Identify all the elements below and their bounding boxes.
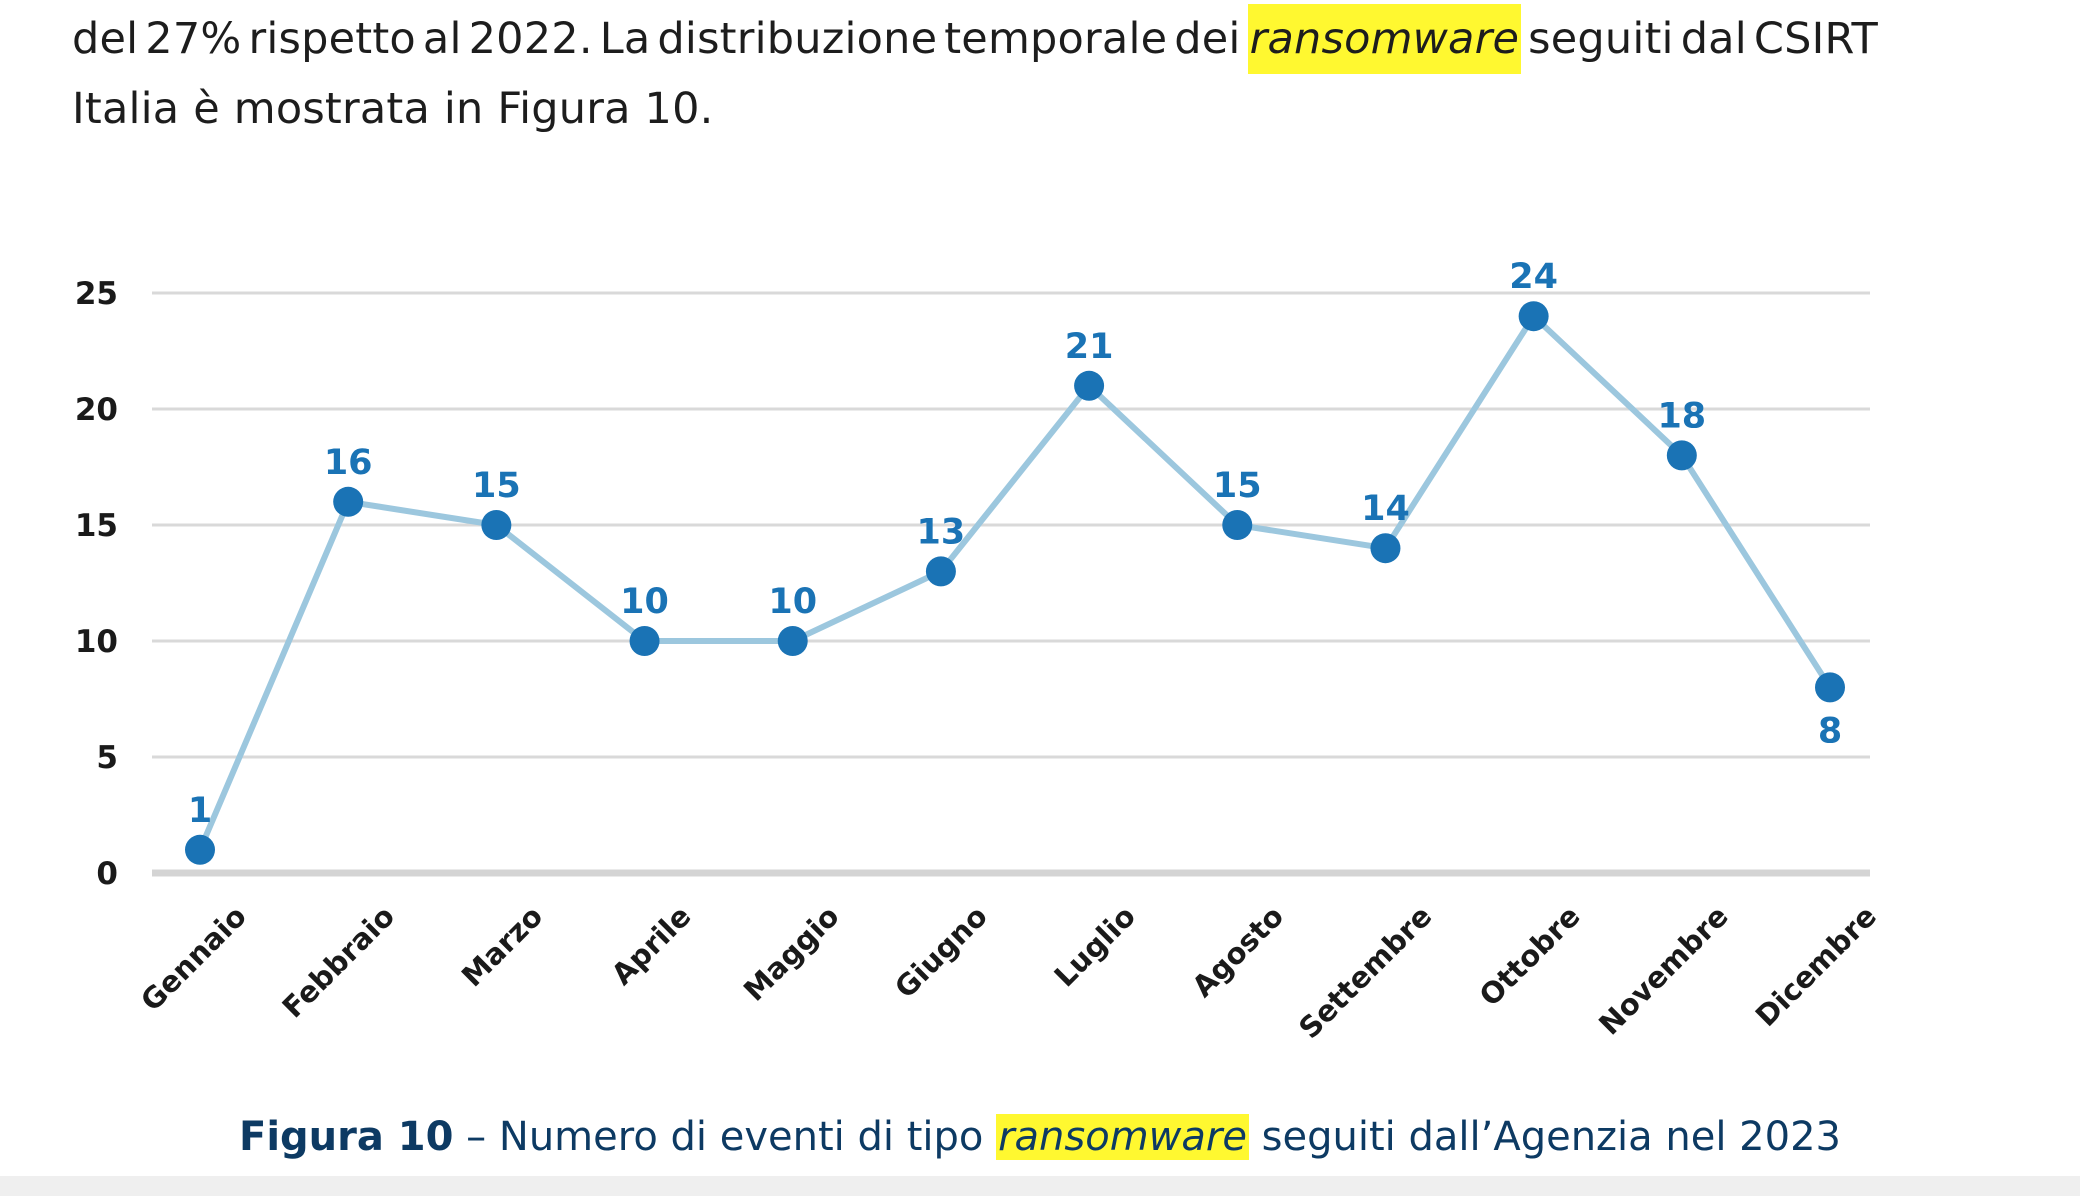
figure-caption: Figura 10 – Numero di eventi di tipo ran… — [0, 1114, 2080, 1160]
data-label: 10 — [620, 582, 669, 622]
intro-word: dal — [1680, 14, 1747, 64]
y-tick-label: 15 — [75, 508, 118, 544]
intro-word: CSIRT — [1753, 14, 1878, 64]
intro-highlight: ransomware — [1247, 4, 1522, 74]
ransomware-line-chart: 0 5 10 15 20 25 Gennaio Febbraio Marzo Aprile Mag… — [75, 257, 1883, 1045]
data-point — [333, 486, 364, 517]
intro-word: temporale — [944, 14, 1168, 64]
x-tick-label: Gennaio — [134, 899, 253, 1018]
y-tick-label: 5 — [96, 740, 118, 776]
grid-lines — [152, 291, 1870, 877]
y-tick-label: 25 — [75, 276, 118, 312]
data-label: 15 — [472, 466, 521, 506]
data-point — [185, 834, 215, 865]
data-label: 16 — [324, 443, 373, 483]
x-tick-label: Aprile — [605, 899, 698, 992]
intro-word: dei — [1174, 14, 1241, 64]
data-point — [1815, 672, 1845, 703]
data-point — [629, 626, 660, 656]
x-tick-label: Agosto — [1185, 899, 1290, 1004]
y-tick-label: 20 — [75, 392, 118, 428]
data-label: 8 — [1818, 711, 1842, 751]
data-label: 10 — [768, 582, 817, 622]
y-tick-label: 10 — [75, 624, 118, 660]
data-point — [925, 556, 956, 587]
data-point — [1074, 370, 1105, 401]
caption-figure-number: Figura 10 — [239, 1114, 454, 1160]
intro-word: La — [599, 14, 651, 64]
x-tick-label: Maggio — [737, 899, 846, 1008]
x-tick-label: Ottobre — [1473, 899, 1587, 1013]
caption-highlight: ransomware — [996, 1114, 1249, 1160]
data-label: 21 — [1065, 327, 1114, 367]
data-label: 1 — [188, 791, 212, 831]
y-axis-ticks: 0 5 10 15 20 25 — [75, 276, 118, 892]
data-point — [481, 510, 512, 540]
x-tick-label: Settembre — [1292, 899, 1438, 1045]
data-label: 18 — [1657, 396, 1706, 436]
data-label: 24 — [1509, 257, 1558, 297]
data-labels: 1 16 15 10 10 13 21 15 14 24 18 8 — [188, 257, 1842, 831]
y-tick-label: 0 — [96, 856, 118, 892]
data-point — [777, 626, 808, 656]
data-label: 14 — [1361, 489, 1410, 529]
intro-word: del — [72, 14, 139, 64]
intro-word: distribuzione — [657, 14, 938, 64]
data-label: 15 — [1213, 466, 1262, 506]
intro-word: rispetto — [248, 14, 416, 64]
intro-word: 2022. — [468, 14, 593, 64]
intro-word: al — [422, 14, 462, 64]
data-point — [1666, 440, 1697, 471]
x-tick-label: Dicembre — [1749, 899, 1883, 1033]
caption-text-after: seguiti dall’Agenzia nel 2023 — [1248, 1114, 1841, 1160]
page-bottom-bar — [0, 1176, 2080, 1196]
intro-line-2: Italia è mostrata in Figura 10. — [72, 84, 714, 134]
caption-dash: – — [453, 1114, 499, 1160]
intro-paragraph: del 27% rispetto al 2022. La distribuzione temp… — [72, 4, 1878, 144]
data-point — [1222, 510, 1253, 540]
intro-word: seguiti — [1528, 14, 1674, 64]
x-tick-label: Febbraio — [276, 899, 402, 1025]
x-axis-ticks: Gennaio Febbraio Marzo Aprile Maggio Giugno Lu… — [134, 899, 1883, 1045]
x-tick-label: Luglio — [1048, 899, 1143, 994]
intro-word: 27% — [145, 14, 242, 64]
x-tick-label: Marzo — [455, 899, 549, 993]
x-tick-label: Giugno — [888, 899, 994, 1005]
series-line — [197, 313, 1833, 853]
data-label: 13 — [917, 512, 966, 552]
data-point — [1518, 301, 1549, 332]
intro-line-1: del 27% rispetto al 2022. La distribuzione temp… — [72, 4, 1878, 74]
data-point — [1370, 533, 1401, 564]
caption-text-before: Numero di eventi di tipo — [498, 1114, 997, 1160]
x-tick-label: Novembre — [1592, 899, 1735, 1042]
data-markers — [185, 301, 1845, 865]
